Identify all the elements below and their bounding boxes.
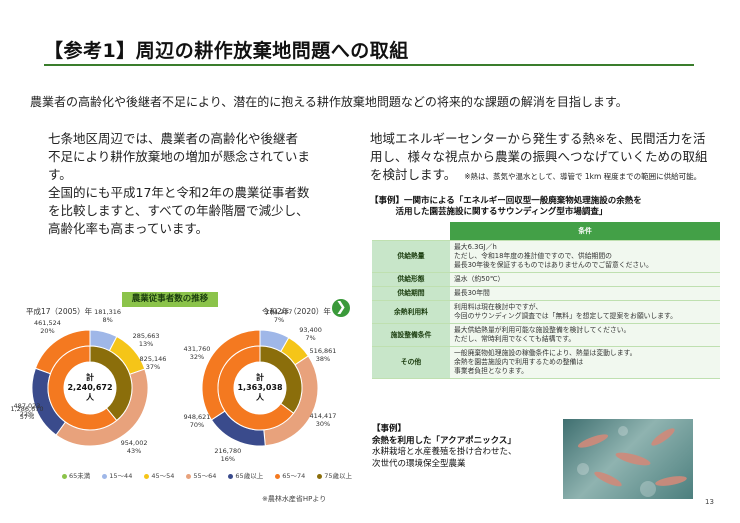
right-paragraph: 地域エネルギーセンターから発生する熱※を、民間活力を活用し、様々な視点から農業の… (370, 131, 708, 182)
table-row: 供給形態 温水（約50℃） (372, 272, 720, 287)
segment-label: 285,663 13% (132, 331, 160, 348)
legend-item: 55～64 (186, 472, 222, 480)
example-block: 【事例】 余熱を利用した「アクアポニックス」 水耕栽培と水産養殖を掛け合わせた、… (372, 424, 517, 470)
table-key: 供給形態 (372, 272, 450, 287)
page-title: 【参考1】周辺の耕作放棄地問題への取組 (44, 40, 409, 62)
donut-svg (31, 329, 149, 447)
center-center-value: 2,240,672 (67, 383, 113, 392)
segment-label: 461,524 20% (34, 319, 61, 336)
legend-swatch (317, 473, 323, 479)
center-center-label-2: 人 (86, 393, 94, 402)
donut-chart-2005: 181,316 8% 285,663 13% 954,002 43% 487,023 … (10, 300, 170, 465)
segment-label: 487,023 22% (13, 401, 41, 418)
table-row: その他 一般廃棄物処理施設の稼働条件により、熱量は変動します。 余熱を園芸施設内で… (372, 346, 720, 379)
segment-label: 431,760 32% (183, 344, 211, 361)
table-row: 余熱利用料 利用料は現在検討中ですが、 今回のサウンディング調査では「無料」を想定… (372, 300, 720, 324)
segment-label: 516,861 38% (309, 346, 337, 363)
table-value: 利用料は現在検討中ですが、 今回のサウンディング調査では「無料」を想定して提案を… (450, 300, 720, 324)
right-description: 地域エネルギーセンターから発生する熱※を、民間活力を活用し、様々な視点から農業の… (370, 130, 715, 186)
legend-label: 75歳以上 (324, 472, 353, 480)
title-underline (44, 64, 694, 66)
legend-label: 15～44 (109, 472, 133, 480)
legend-item: 65～74 (275, 472, 311, 480)
donut-center-label: 計 2,240,672 人 (64, 373, 116, 403)
example-head-1: 【事例】 (372, 424, 407, 434)
chart-badge: 農業従事者数の推移 (122, 292, 218, 307)
legend-label: 65～74 (282, 472, 306, 480)
example-head-2: 余熱を利用した「アクアポニックス」 (372, 435, 516, 446)
table-value: 最長30年間 (450, 286, 720, 301)
table-key: 供給熱量 (372, 240, 450, 273)
segment-label: 216,780 16% (214, 446, 242, 463)
table-key: その他 (372, 346, 450, 379)
center-center-label-2: 人 (256, 393, 264, 402)
segment-label: 954,002 43% (120, 439, 148, 456)
segment-label: 825,146 37% (139, 355, 167, 372)
arrow-right-icon: ❯ (332, 299, 350, 317)
segment-label: 181,316 8% (94, 308, 122, 325)
center-center-label-1: 計 (86, 373, 94, 382)
donut-center (234, 362, 286, 414)
table-value: 最大6.3GJ／h ただし、令和18年度の推計値ですので、供給期間の 最長30年… (450, 240, 720, 273)
left-paragraph-1: 七条地区周辺では、農業者の高齢化や後継者不足により耕作放棄地の増加が懸念されてい… (48, 131, 310, 182)
legend-item: 15～44 (102, 472, 138, 480)
legend-swatch (275, 473, 281, 479)
legend-item: 65歳以上 (228, 472, 269, 480)
year-right: 令和2年（2020）年 (262, 307, 331, 316)
table-header-blank (372, 222, 450, 241)
legend-swatch (62, 473, 67, 479)
conditions-table: 条件 供給熱量 最大6.3GJ／h ただし、令和18年度の推計値ですので、供給期間… (372, 222, 720, 379)
chart-legend: 65未満 15～44 45～54 55～64 65歳以上 65～74 75歳以上 (62, 470, 364, 480)
table-key: 施設整備条件 (372, 323, 450, 347)
center-center-value: 1,363,038 (237, 383, 283, 392)
donut-center-label: 計 1,363,038 人 (234, 373, 286, 403)
legend-swatch (228, 473, 234, 479)
segment-label: 1,286,670 57% (10, 404, 44, 421)
legend-label: 65未満 (69, 472, 91, 480)
left-paragraph-2: 全国的にも平成17年と令和2年の農業従事者数を比較しますと、すべての年齢階層で減… (48, 185, 310, 236)
case-title: 【事例】一関市による「エネルギー回収型一般廃棄物処理施設の余熱を 活用した園芸施… (370, 196, 642, 217)
donut-chart-2020: 104,237 7% 93,400 7% 414,417 30% 216,780 16… (180, 300, 340, 465)
example-line-2: 次世代の環境保全型農業 (372, 458, 466, 469)
segment-label: 948,621 70% (183, 413, 211, 430)
right-note: ※熱は、蒸気や温水として、導管で 1km 程度までの範囲に供給可能。 (464, 172, 702, 181)
donut-center (64, 362, 116, 414)
table-row: 供給期間 最長30年間 (372, 286, 720, 301)
legend-swatch (186, 473, 192, 479)
legend-label: 65歳以上 (235, 472, 264, 480)
page-number: 13 (705, 498, 714, 506)
left-description: 七条地区周辺では、農業者の高齢化や後継者不足により耕作放棄地の増加が懸念されてい… (48, 130, 310, 238)
donut-svg (201, 329, 319, 447)
legend-label: 55～64 (193, 472, 217, 480)
table-row: 施設整備条件 最大供給熱量が利用可能な施設整備を検討してください。 ただし、常時利… (372, 323, 720, 347)
legend-item: 45～54 (144, 472, 180, 480)
source-note: ※農林水産省HPより (262, 495, 327, 503)
legend-item: 65未満 (62, 472, 96, 480)
table-value: 一般廃棄物処理施設の稼働条件により、熱量は変動します。 余熱を園芸施設内で利用す… (450, 346, 720, 379)
example-line-1: 水耕栽培と水産養殖を掛け合わせた、 (372, 447, 517, 457)
segment-label: 104,237 7% (265, 308, 293, 325)
year-left: 平成17（2005）年 (26, 307, 93, 316)
table-row: 供給熱量 最大6.3GJ／h ただし、令和18年度の推計値ですので、供給期間の 最… (372, 240, 720, 273)
segment-label: 93,400 7% (299, 325, 322, 342)
aquaponics-photo (563, 419, 693, 499)
table-value: 温水（約50℃） (450, 272, 720, 287)
table-value: 最大供給熱量が利用可能な施設整備を検討してください。 ただし、常時利用でなくても… (450, 323, 720, 347)
table-key: 供給期間 (372, 286, 450, 301)
legend-swatch (102, 473, 108, 479)
legend-swatch (144, 473, 150, 479)
table-key: 余熱利用料 (372, 300, 450, 324)
legend-item: 75歳以上 (317, 472, 358, 480)
center-center-label-1: 計 (256, 373, 264, 382)
segment-label: 414,417 30% (309, 411, 337, 428)
legend-label: 45～54 (151, 472, 175, 480)
table-header: 条件 (450, 222, 720, 241)
lead-text: 農業者の高齢化や後継者不足により、潜在的に抱える耕作放棄地問題などの将来的な課題… (30, 95, 628, 109)
